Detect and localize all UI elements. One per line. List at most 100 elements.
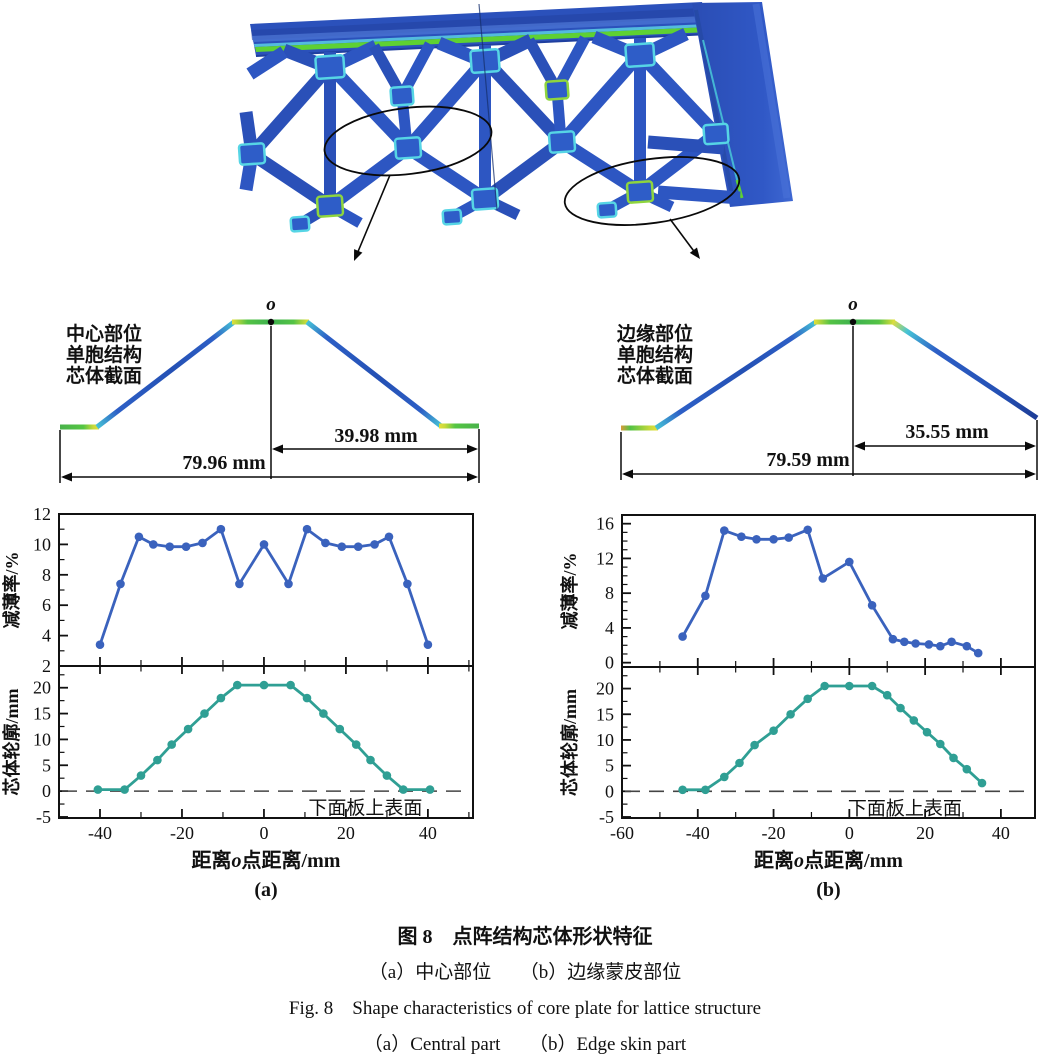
svg-text:79.96 mm: 79.96 mm [182, 452, 266, 474]
lattice-strut [481, 136, 566, 205]
data-point-marker [120, 785, 129, 794]
highlight-ellipse-edge [563, 156, 741, 226]
y-tick-label: 5 [42, 755, 51, 775]
caption-sub-cn: （a）中心部位 （b）边缘蒙皮部位 [368, 962, 682, 983]
origin-point [849, 318, 857, 326]
dimension-full-width: 79.96 mm [61, 452, 478, 482]
data-point-marker [216, 524, 226, 534]
lattice-node-square [237, 142, 267, 166]
y-tick-label: 12 [596, 548, 614, 568]
lattice-node-square [441, 208, 463, 226]
lattice-strut [325, 61, 413, 153]
data-point-marker [888, 634, 898, 644]
x-tick-label: 20 [337, 823, 355, 843]
data-point-marker [95, 640, 105, 649]
data-point-marker [366, 755, 375, 765]
central-section-label: 中心部位 [66, 322, 142, 345]
x-axis-title: 距离o点距离/mm [754, 848, 903, 872]
y-tick-label: 0 [605, 781, 614, 801]
subplot: -5 0 5 10 15 20 -40 -20 0 20 40 下面板上表面 芯体轮廓/mm [1, 665, 474, 843]
y-axis-title: 减薄率/% [1, 551, 22, 628]
data-point-marker [973, 648, 983, 658]
x-tick-label: 0 [259, 823, 268, 843]
plot-frame [58, 665, 474, 819]
data-point-marker [337, 542, 347, 551]
data-point-marker [949, 753, 958, 763]
data-point-marker [678, 632, 687, 641]
data-point-marker [134, 532, 144, 542]
data-point-marker [900, 637, 909, 647]
data-point-marker [882, 690, 892, 700]
lattice-strut [326, 142, 412, 212]
dimension-half-width: 39.98 mm [272, 425, 478, 454]
data-point-marker [820, 681, 829, 691]
lattice-node-square [470, 187, 500, 211]
data-point-marker [845, 681, 854, 691]
baseline-ref-label: 下面板上表面 [308, 797, 422, 819]
chart-b-edge: 0 4 8 12 16 减薄率/% -5 0 5 10 15 20 -60 -40 -20 0 20 40 下面板上… [559, 514, 1036, 901]
data-point-marker [302, 524, 312, 534]
y-tick-label: 8 [605, 583, 614, 603]
data-point-marker [382, 771, 392, 780]
origin-point [267, 318, 275, 326]
data-series-line [681, 528, 979, 655]
x-tick-label: 40 [419, 823, 437, 843]
data-point-marker [784, 533, 793, 542]
annotation-arrow-edge [669, 218, 700, 259]
data-point-marker [116, 579, 125, 589]
y-axis-title: 减薄率/% [559, 552, 580, 629]
svg-text:79.59 mm: 79.59 mm [766, 449, 850, 471]
lattice-node-square [625, 180, 655, 204]
edge-section-label: 边缘部位 [616, 322, 693, 345]
data-point-marker [737, 532, 746, 541]
y-tick-label: 2 [42, 656, 51, 676]
lattice-node-square [393, 136, 423, 160]
lattice-strut [647, 135, 725, 155]
lattice-truss [237, 28, 741, 233]
chart-a-central: 2 4 6 8 10 12 减薄率/% -5 0 5 10 15 20 -40 -20 0 20 40 下面板上表面… [1, 504, 474, 901]
svg-text:单胞结构: 单胞结构 [66, 343, 142, 366]
data-point-marker [701, 785, 710, 795]
data-point-marker [845, 557, 854, 567]
lattice-node-square [596, 201, 618, 219]
data-point-marker [701, 591, 710, 601]
data-point-marker [803, 525, 812, 535]
data-point-marker [370, 540, 379, 549]
x-tick-label: -40 [686, 823, 710, 843]
origin-label: o [848, 294, 858, 315]
svg-text:芯体截面: 芯体截面 [617, 364, 693, 387]
y-tick-label: 4 [605, 618, 614, 638]
x-tick-label: 20 [916, 823, 934, 843]
lattice-strut [557, 49, 645, 147]
dimension-half-width: 35.55 mm [854, 421, 1036, 451]
svg-text:35.55 mm: 35.55 mm [905, 421, 989, 443]
lattice-strut [246, 46, 288, 80]
data-point-marker [752, 535, 761, 544]
x-tick-label: 40 [992, 823, 1010, 843]
data-point-marker [896, 703, 905, 713]
core-cross-sections: 中心部位 单胞结构 芯体截面 o 39.98 mm 79.96 mm [59, 294, 1039, 483]
data-point-marker [216, 693, 226, 703]
data-point-marker [302, 693, 312, 703]
data-point-marker [909, 716, 919, 725]
dimension-full-width: 79.59 mm [622, 449, 1036, 479]
caption-sub-en: （a）Central part （b）Edge skin part [363, 1034, 687, 1055]
y-tick-label: -5 [36, 807, 51, 827]
data-point-marker [720, 526, 729, 535]
plot-frame [621, 666, 1036, 819]
lattice-node-square [315, 194, 345, 218]
subplot: 2 4 6 8 10 12 减薄率/% [1, 504, 474, 676]
lattice-strut [403, 55, 490, 153]
y-tick-label: 15 [596, 704, 614, 724]
subplot-label: (a) [254, 879, 277, 901]
y-axis-title: 芯体轮廓/mm [1, 689, 22, 796]
origin-label: o [266, 294, 276, 315]
annotation-arrow-central [354, 174, 391, 261]
x-tick-label: -60 [610, 823, 634, 843]
x-tick-label: 0 [845, 823, 854, 843]
y-tick-label: 10 [33, 534, 51, 554]
lattice-node-square [389, 85, 415, 107]
y-tick-label: 12 [33, 504, 51, 524]
data-point-marker [165, 542, 174, 551]
